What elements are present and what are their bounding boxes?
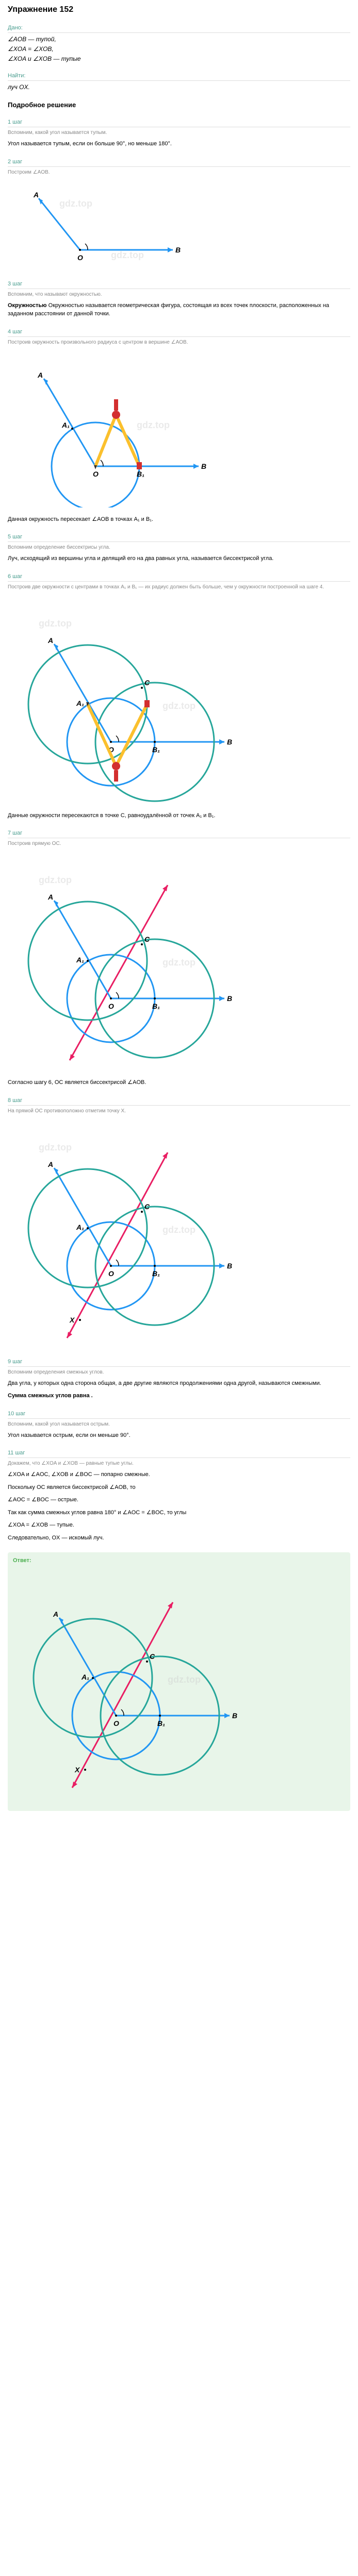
diagram-three-circles: A A₁ O B₁ B C gdz.top gdz.top xyxy=(8,598,350,804)
step-11-line-5: Следовательно, OX — искомый луч. xyxy=(8,1534,350,1543)
step-3-text: Окружностью Окружностью называется геоме… xyxy=(8,301,350,318)
svg-text:O: O xyxy=(108,1002,114,1010)
given-line-0: ∠AOB — тупой, xyxy=(8,36,350,43)
step-10-text: Угол называется острым, если он меньше 9… xyxy=(8,1431,350,1440)
svg-text:A₁: A₁ xyxy=(76,699,84,707)
svg-text:A₁: A₁ xyxy=(76,956,84,964)
svg-text:B: B xyxy=(232,1711,237,1720)
given-line-1: ∠XOA = ∠XOB, xyxy=(8,45,350,53)
svg-text:B: B xyxy=(227,1262,232,1270)
step-10-hint: Вспомним, какой угол называется острым. xyxy=(8,1421,350,1427)
step-11-hint: Докажем, что ∠XOA и ∠XOB — равные тупые … xyxy=(8,1461,350,1466)
svg-text:A₁: A₁ xyxy=(81,1673,89,1681)
step-2-hint: Построим ∠AOB. xyxy=(8,170,350,175)
step-11-line-1: Поскольку OC является биссектрисой ∠AOB,… xyxy=(8,1483,350,1492)
step-11-line-0: ∠XOA и ∠AOC, ∠XOB и ∠BOC — попарно смежн… xyxy=(8,1470,350,1479)
step-11-line-4: ∠XOA = ∠XOB — тупые. xyxy=(8,1521,350,1530)
step-8-hint: На прямой OC противоположно отметим точк… xyxy=(8,1108,350,1114)
svg-text:A₁: A₁ xyxy=(61,421,70,429)
svg-text:O: O xyxy=(93,470,99,478)
svg-text:O: O xyxy=(108,1269,114,1278)
step-7-num: 7 шаг xyxy=(8,830,350,838)
answer-box: Ответ: A A₁ O xyxy=(8,1552,350,1811)
step-5-text: Луч, исходящий из вершины угла и делящий… xyxy=(8,554,350,563)
svg-text:C: C xyxy=(144,1202,150,1211)
step-7-hint: Построив прямую OC. xyxy=(8,841,350,846)
svg-text:A: A xyxy=(47,893,53,901)
step-10-num: 10 шаг xyxy=(8,1411,350,1419)
svg-text:B₁: B₁ xyxy=(137,470,144,478)
step-9-text2: Сумма смежных углов равна . xyxy=(8,1392,350,1400)
step-8-num: 8 шаг xyxy=(8,1097,350,1106)
step-8-pretext: Согласно шагу 6, OC является биссектрисо… xyxy=(8,1078,350,1087)
find-text: луч OX. xyxy=(8,83,350,91)
svg-text:A₁: A₁ xyxy=(76,1223,84,1231)
svg-text:B: B xyxy=(227,738,232,746)
answer-label: Ответ: xyxy=(13,1557,345,1564)
svg-text:B₁: B₁ xyxy=(152,745,160,754)
svg-text:O: O xyxy=(113,1719,119,1727)
diagram-angle: A O B gdz.top gdz.top xyxy=(8,183,350,270)
svg-text:B₁: B₁ xyxy=(152,1269,160,1278)
diagram-answer: A A₁ O B₁ B C X gdz.top xyxy=(13,1571,345,1798)
find-label: Найти: xyxy=(8,73,350,81)
step-11-line-2: ∠AOC = ∠BOC — острые. xyxy=(8,1496,350,1504)
step-11-num: 11 шаг xyxy=(8,1450,350,1458)
step-1-num: 1 шаг xyxy=(8,119,350,127)
step-3-hint: Вспомним, что называют окружностью. xyxy=(8,292,350,297)
svg-text:B: B xyxy=(227,994,232,1003)
exercise-title: Упражнение 152 xyxy=(8,5,350,14)
step-9-hint: Вспомним определения смежных углов. xyxy=(8,1369,350,1375)
step-4-hint: Построив окружность произвольного радиус… xyxy=(8,340,350,345)
svg-text:C: C xyxy=(144,935,150,943)
step-11-line-3: Так как сумма смежных углов равна 180° и… xyxy=(8,1509,350,1517)
svg-text:A: A xyxy=(53,1610,58,1618)
step-9-text: Два угла, у которых одна сторона общая, … xyxy=(8,1379,350,1388)
svg-text:B₁: B₁ xyxy=(152,1002,160,1010)
step-2-num: 2 шаг xyxy=(8,159,350,167)
svg-text:C: C xyxy=(150,1652,155,1660)
step-5-hint: Вспомним определение биссектрисы угла. xyxy=(8,545,350,550)
svg-text:X: X xyxy=(69,1316,75,1324)
diagram-with-x: A A₁ O B₁ B C X gdz.top gdz.top xyxy=(8,1122,350,1348)
given-label: Дано: xyxy=(8,25,350,33)
step-5-num: 5 шаг xyxy=(8,534,350,542)
step-9-num: 9 шаг xyxy=(8,1359,350,1367)
svg-text:X: X xyxy=(74,1766,80,1774)
svg-text:B₁: B₁ xyxy=(157,1719,165,1727)
svg-text:A: A xyxy=(47,636,53,645)
step-4-num: 4 шаг xyxy=(8,329,350,337)
step-6-hint: Построив две окружности с центрами в точ… xyxy=(8,584,350,590)
step-1-hint: Вспомним, какой угол называется тупым. xyxy=(8,130,350,135)
svg-text:B: B xyxy=(201,462,206,470)
step-1-text: Угол называется тупым, если он больше 90… xyxy=(8,140,350,148)
step-6-num: 6 шаг xyxy=(8,573,350,582)
step-7-pretext: Данные окружности пересекаются в точке C… xyxy=(8,811,350,820)
svg-text:A: A xyxy=(33,191,39,199)
svg-text:O: O xyxy=(77,253,83,262)
step-5-pretext: Данная окружность пересекает ∠AOB в точк… xyxy=(8,515,350,524)
svg-text:C: C xyxy=(144,679,150,687)
solution-header: Подробное решение xyxy=(8,101,350,109)
svg-text:B: B xyxy=(175,246,181,254)
diagram-compass: A A₁ O B₁ B gdz.top xyxy=(8,353,350,507)
given-line-2: ∠XOA и ∠XOB — тупые xyxy=(8,55,350,62)
svg-text:A: A xyxy=(47,1160,53,1168)
step-3-num: 3 шаг xyxy=(8,281,350,289)
diagram-pink-line: A A₁ O B₁ B C gdz.top gdz.top xyxy=(8,854,350,1071)
svg-text:A: A xyxy=(37,371,43,379)
